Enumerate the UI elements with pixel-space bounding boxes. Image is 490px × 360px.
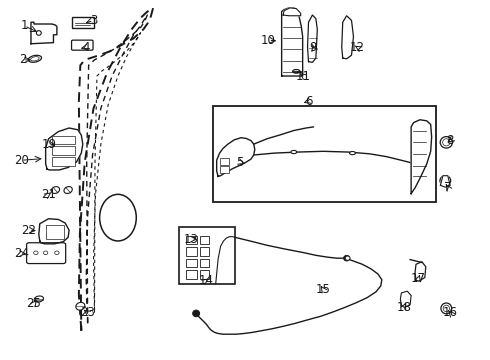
Ellipse shape [34, 296, 44, 302]
Polygon shape [39, 219, 69, 244]
Ellipse shape [343, 256, 349, 261]
Ellipse shape [36, 31, 41, 35]
Ellipse shape [291, 150, 297, 154]
Polygon shape [282, 8, 303, 76]
Ellipse shape [293, 69, 300, 73]
Polygon shape [308, 15, 318, 62]
Ellipse shape [440, 176, 451, 186]
Bar [186, 235, 197, 244]
FancyBboxPatch shape [26, 243, 66, 264]
Text: 18: 18 [396, 301, 411, 314]
Bar [213, 107, 436, 202]
Ellipse shape [31, 57, 39, 61]
Text: 12: 12 [350, 41, 365, 54]
Ellipse shape [64, 186, 73, 193]
Text: 3: 3 [90, 14, 97, 27]
Text: 19: 19 [42, 138, 57, 150]
Ellipse shape [442, 139, 450, 146]
Text: 13: 13 [184, 233, 198, 246]
Ellipse shape [34, 251, 38, 255]
Text: 21: 21 [41, 188, 56, 201]
Text: 2: 2 [19, 53, 26, 66]
Ellipse shape [193, 310, 199, 317]
Ellipse shape [99, 194, 136, 241]
Polygon shape [31, 22, 57, 44]
Bar [220, 166, 229, 173]
Ellipse shape [441, 303, 452, 314]
Text: 1: 1 [21, 19, 28, 32]
Ellipse shape [51, 186, 60, 193]
Ellipse shape [76, 302, 85, 310]
Bar [200, 247, 209, 256]
FancyBboxPatch shape [72, 40, 93, 50]
Text: 22: 22 [22, 224, 37, 237]
Bar [200, 258, 209, 267]
FancyBboxPatch shape [72, 17, 94, 28]
Bar [52, 146, 75, 155]
Bar [220, 158, 229, 165]
Ellipse shape [44, 251, 48, 255]
Bar [200, 235, 209, 244]
Ellipse shape [345, 256, 350, 260]
Text: 25: 25 [26, 297, 41, 310]
Bar [52, 135, 75, 144]
Polygon shape [415, 262, 426, 281]
Polygon shape [342, 16, 353, 59]
Ellipse shape [55, 251, 59, 255]
Polygon shape [400, 291, 411, 307]
Text: 9: 9 [310, 41, 317, 54]
Text: 7: 7 [444, 181, 451, 194]
Text: 4: 4 [82, 41, 90, 54]
Polygon shape [46, 128, 83, 170]
Text: 20: 20 [14, 154, 28, 167]
Text: 6: 6 [305, 95, 312, 108]
Bar [186, 270, 197, 279]
Text: 10: 10 [261, 33, 276, 47]
Text: 23: 23 [80, 306, 95, 319]
Ellipse shape [440, 136, 452, 148]
Text: 14: 14 [198, 274, 214, 287]
Bar [179, 226, 235, 284]
Polygon shape [441, 176, 450, 187]
Bar [46, 225, 64, 239]
Ellipse shape [28, 55, 42, 62]
Text: 8: 8 [446, 134, 454, 147]
Text: 17: 17 [411, 272, 426, 285]
Ellipse shape [443, 305, 449, 312]
Bar [186, 258, 197, 267]
Ellipse shape [349, 152, 355, 155]
Text: 11: 11 [296, 69, 311, 82]
Text: 16: 16 [443, 306, 458, 319]
Bar [200, 270, 209, 279]
Polygon shape [217, 138, 255, 176]
Text: 24: 24 [14, 247, 29, 260]
Polygon shape [411, 120, 432, 194]
Bar [52, 157, 75, 166]
Text: 5: 5 [237, 156, 244, 168]
Bar [186, 247, 197, 256]
Text: 15: 15 [316, 283, 331, 296]
Polygon shape [283, 8, 301, 16]
